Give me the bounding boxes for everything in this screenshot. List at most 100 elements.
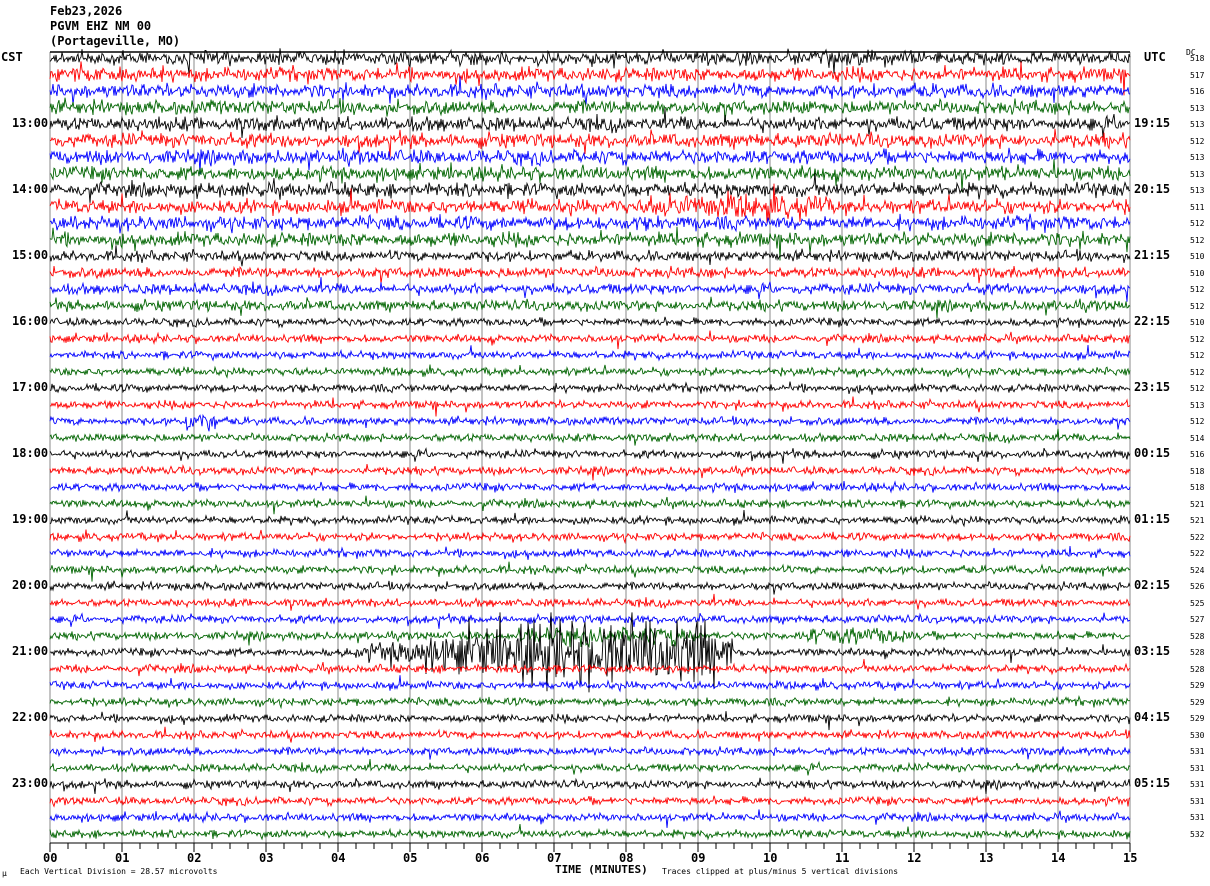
dc-offset-label: 531 bbox=[1190, 796, 1205, 806]
seismic-trace bbox=[49, 296, 1131, 319]
seismic-trace bbox=[49, 612, 1131, 629]
dc-offset-label: 512 bbox=[1190, 219, 1205, 229]
dc-offset-label: 513 bbox=[1190, 186, 1205, 196]
x-tick-label: 04 bbox=[331, 851, 346, 865]
scale-text: Each Vertical Division = 28.57 microvolt… bbox=[20, 867, 218, 876]
x-tick-label: 01 bbox=[115, 851, 130, 865]
dc-offset-label: 531 bbox=[1190, 763, 1205, 773]
dc-offset-label: 530 bbox=[1190, 730, 1205, 740]
dc-offset-label: 512 bbox=[1190, 136, 1205, 146]
seismic-trace bbox=[49, 809, 1131, 828]
utc-hour-label: 23:15 bbox=[1134, 380, 1171, 395]
utc-hour-label: 05:15 bbox=[1134, 776, 1171, 791]
dc-offset-label: 512 bbox=[1190, 367, 1205, 377]
seismic-trace bbox=[49, 726, 1131, 743]
dc-offset-label: 531 bbox=[1190, 813, 1205, 823]
dc-offset-label: 518 bbox=[1190, 483, 1205, 493]
dc-offset-label: 521 bbox=[1190, 516, 1205, 526]
seismic-trace bbox=[49, 265, 1131, 284]
seismic-trace bbox=[49, 675, 1131, 693]
utc-hour-label: 22:15 bbox=[1134, 314, 1171, 329]
dc-offset-label: 531 bbox=[1190, 780, 1205, 790]
cst-hour-label: 17:00 bbox=[12, 380, 49, 395]
seismic-trace bbox=[49, 593, 1131, 611]
location-label: (Portageville, MO) bbox=[50, 34, 181, 48]
seismic-trace bbox=[49, 344, 1131, 362]
seismic-trace bbox=[49, 824, 1131, 841]
dc-offset-label: 532 bbox=[1190, 829, 1205, 839]
seismic-trace bbox=[49, 447, 1131, 464]
seismic-trace bbox=[49, 147, 1131, 175]
station-label: PGVM EHZ NM 00 bbox=[50, 19, 152, 33]
dc-offset-label: 516 bbox=[1190, 87, 1205, 97]
dc-offset-label: 513 bbox=[1190, 120, 1205, 130]
x-tick-label: 07 bbox=[547, 851, 562, 865]
dc-offset-label: 516 bbox=[1190, 450, 1205, 460]
dc-offset-label: 528 bbox=[1190, 648, 1205, 658]
dc-offset-label: 531 bbox=[1190, 747, 1205, 757]
dc-offset-label: 512 bbox=[1190, 285, 1205, 295]
cst-hour-label: 19:00 bbox=[12, 512, 49, 527]
dc-offset-label: 512 bbox=[1190, 417, 1205, 427]
seismic-trace bbox=[49, 580, 1131, 595]
seismic-trace bbox=[49, 546, 1131, 560]
seismic-trace bbox=[49, 330, 1131, 350]
x-tick-label: 08 bbox=[619, 851, 634, 865]
utc-hour-label: 20:15 bbox=[1134, 182, 1171, 197]
dc-offset-label: 521 bbox=[1190, 499, 1205, 509]
dc-offset-label: 527 bbox=[1190, 615, 1205, 625]
dc-offset-label: 522 bbox=[1190, 532, 1205, 542]
seismic-trace bbox=[49, 61, 1131, 96]
seismic-trace bbox=[49, 529, 1131, 545]
cst-hour-label: 16:00 bbox=[12, 314, 49, 329]
utc-hour-label: 02:15 bbox=[1134, 578, 1171, 593]
seismic-trace bbox=[49, 413, 1131, 432]
seismic-trace bbox=[49, 561, 1131, 582]
x-tick-label: 11 bbox=[835, 851, 850, 865]
dc-offset-label: 510 bbox=[1190, 268, 1205, 278]
x-axis-label: TIME (MINUTES) bbox=[555, 863, 648, 876]
seismic-trace bbox=[49, 428, 1131, 446]
dc-offset-label: 512 bbox=[1190, 351, 1205, 361]
seismic-trace bbox=[49, 172, 1131, 203]
x-tick-label: 12 bbox=[907, 851, 922, 865]
dc-offset-label: 524 bbox=[1190, 565, 1205, 575]
x-tick-label: 14 bbox=[1051, 851, 1066, 865]
dc-offset-label: 513 bbox=[1190, 103, 1205, 113]
utc-hour-label: 04:15 bbox=[1134, 710, 1171, 725]
dc-offset-label: 512 bbox=[1190, 301, 1205, 311]
seismic-trace bbox=[49, 76, 1131, 105]
seismic-trace bbox=[49, 795, 1131, 808]
dc-offset-label: 512 bbox=[1190, 334, 1205, 344]
seismic-trace bbox=[49, 316, 1131, 329]
cst-hour-label: 14:00 bbox=[12, 182, 49, 197]
dc-offset-label: 526 bbox=[1190, 582, 1205, 592]
seismic-trace bbox=[49, 480, 1131, 494]
seismic-trace bbox=[49, 128, 1131, 158]
dc-offset-label: 529 bbox=[1190, 714, 1205, 724]
seismic-trace bbox=[49, 226, 1131, 261]
dc-offset-label: 513 bbox=[1190, 400, 1205, 410]
dc-offset-label: 518 bbox=[1190, 466, 1205, 476]
seismic-trace bbox=[49, 245, 1131, 267]
seismic-trace bbox=[49, 745, 1131, 760]
cst-hour-label: 18:00 bbox=[12, 446, 49, 461]
seismic-trace bbox=[49, 364, 1131, 380]
utc-hour-label: 19:15 bbox=[1134, 116, 1171, 131]
dc-offset-label: 514 bbox=[1190, 433, 1205, 443]
seismic-trace bbox=[49, 277, 1131, 302]
x-tick-label: 03 bbox=[259, 851, 274, 865]
dc-offset-label: 529 bbox=[1190, 681, 1205, 691]
cst-hour-label: 20:00 bbox=[12, 578, 49, 593]
dc-offset-label: 518 bbox=[1190, 54, 1205, 63]
dc-offset-label: 525 bbox=[1190, 598, 1205, 608]
cst-hour-label: 13:00 bbox=[12, 116, 49, 131]
seismic-trace bbox=[49, 777, 1131, 795]
x-tick-label: 15 bbox=[1123, 851, 1138, 865]
x-tick-label: 10 bbox=[763, 851, 778, 865]
seismic-trace bbox=[49, 658, 1131, 677]
dc-offset-label: 528 bbox=[1190, 664, 1205, 674]
cst-hour-label: 22:00 bbox=[12, 710, 49, 725]
utc-hour-label: 21:15 bbox=[1134, 248, 1171, 263]
